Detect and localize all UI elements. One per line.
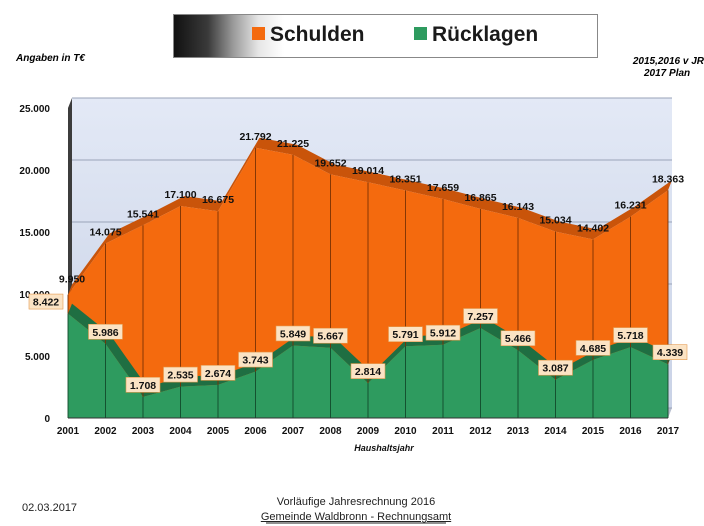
x-tick-label: 2002 [94,426,117,437]
x-tick-label: 2015 [582,426,605,437]
data-label-schulden: 9.950 [59,274,85,286]
data-label-ruecklagen: 5.849 [280,328,306,340]
data-label-ruecklagen: 4.685 [580,343,606,355]
x-tick-label: 2006 [244,426,267,437]
data-label-box-ruecklagen [313,327,348,344]
data-label-schulden: 16.143 [502,201,534,213]
x-tick-label: 2014 [544,426,567,437]
y-tick-label: 20.000 [19,166,50,177]
data-label-box-ruecklagen [88,323,123,340]
x-axis-title: Haushaltsjahr [354,443,414,453]
legend-swatch-schulden [252,27,265,40]
data-label-schulden: 17.100 [164,189,196,201]
data-label-box-ruecklagen [425,324,461,341]
x-tick-label: 2010 [394,426,417,437]
x-tick-label: 2007 [282,426,305,437]
legend-item-ruecklagen: Rücklagen [414,23,538,47]
data-label-schulden: 17.659 [427,182,459,194]
data-label-schulden: 14.402 [577,222,609,234]
data-label-schulden: 21.792 [239,131,271,143]
x-tick-label: 2011 [432,426,454,437]
y-tick-label: 0 [44,414,50,425]
data-label-ruecklagen: 4.339 [657,347,683,359]
chart-legend: Schulden Rücklagen [173,14,598,58]
data-label-box-ruecklagen [652,344,688,360]
data-label-ruecklagen: 5.912 [430,328,456,340]
data-label-box-ruecklagen [163,366,198,383]
data-label-box-ruecklagen [125,377,161,393]
legend-swatch-ruecklagen [414,27,427,40]
data-label-ruecklagen: 5.667 [317,331,343,343]
data-label-schulden: 14.075 [89,226,121,238]
data-label-ruecklagen: 5.718 [617,330,643,342]
x-tick-label: 2012 [469,426,492,437]
footer-date: 02.03.2017 [22,502,78,514]
y-tick-label: 5.000 [25,352,50,363]
data-label-box-ruecklagen [500,330,536,347]
data-label-ruecklagen: 7.257 [467,311,493,323]
x-tick-label: 2003 [132,426,155,437]
data-label-ruecklagen: 3.087 [542,363,568,375]
data-label-schulden: 19.652 [314,157,346,169]
data-label-box-ruecklagen [613,327,648,343]
data-label-box-ruecklagen [200,365,236,381]
x-tick-label: 2008 [319,426,342,437]
x-tick-label: 2013 [507,426,530,437]
x-tick-label: 2016 [619,426,642,437]
data-label-box-ruecklagen [575,340,611,356]
note-plan-year: 2017 Plan [644,68,691,79]
data-label-box-ruecklagen [388,326,423,342]
data-label-schulden: 16.865 [464,192,496,204]
data-label-ruecklagen: 2.814 [355,366,381,378]
x-tick-label: 2004 [169,426,192,437]
note-actual-years: 2015,2016 v JR [632,56,704,67]
data-label-schulden: 18.351 [389,173,421,185]
data-label-box-ruecklagen [28,293,64,310]
data-label-schulden: 16.675 [202,194,234,206]
legend-item-schulden: Schulden [252,23,365,47]
data-label-schulden: 16.231 [614,200,646,212]
data-label-ruecklagen: 1.708 [130,380,156,392]
data-label-ruecklagen: 2.674 [205,368,231,380]
unit-label: Angaben in T€ [16,53,85,64]
data-label-ruecklagen: 5.791 [392,329,418,341]
data-label-schulden: 18.363 [652,173,684,185]
data-label-box-ruecklagen [350,363,386,379]
x-tick-label: 2009 [357,426,380,437]
data-label-box-ruecklagen [275,325,311,342]
data-label-box-ruecklagen [538,359,573,376]
data-label-box-ruecklagen [463,308,498,324]
y-tick-label: 15.000 [19,228,50,239]
x-tick-label: 2005 [207,426,230,437]
x-tick-label: 2001 [57,426,80,437]
y-tick-label: 25.000 [19,104,50,115]
legend-label-schulden: Schulden [270,23,365,46]
x-tick-label: 2017 [657,426,680,437]
footer-report-title: Vorläufige Jahresrechnung 2016 [276,496,436,508]
data-label-box-ruecklagen [238,351,273,368]
data-label-ruecklagen: 3.743 [242,355,268,367]
data-label-schulden: 19.014 [352,165,384,177]
data-label-schulden: 15.541 [127,208,159,220]
data-label-schulden: 15.034 [539,215,571,227]
legend-label-ruecklagen: Rücklagen [432,23,539,46]
data-label-ruecklagen: 5.466 [505,333,531,345]
data-label-ruecklagen: 5.986 [92,327,118,339]
data-label-ruecklagen: 2.535 [167,370,193,382]
data-label-ruecklagen: 8.422 [33,297,59,309]
data-label-schulden: 21.225 [277,138,309,150]
footer-organisation: Gemeinde Waldbronn - Rechnungsamt [260,511,452,523]
